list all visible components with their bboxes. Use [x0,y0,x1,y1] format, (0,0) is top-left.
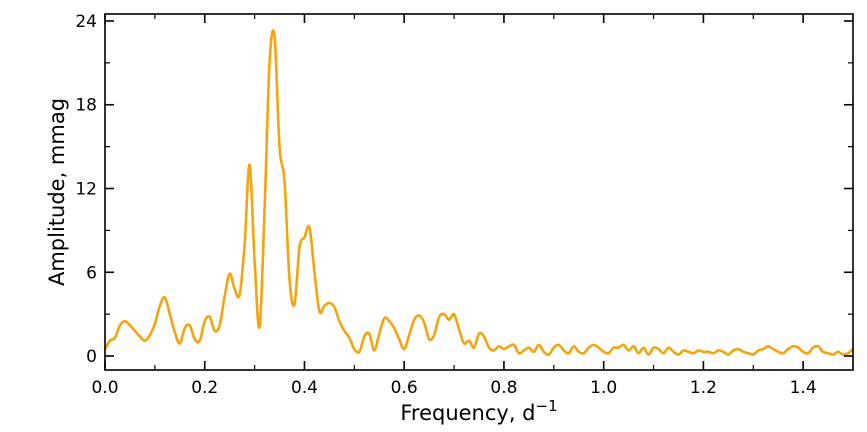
y-axis-label: Amplitude, mmag [45,98,69,286]
x-axis-label-text: Frequency, d [400,401,535,425]
plot-area [103,13,855,371]
y-tick-label: 12 [75,180,97,200]
y-tick-label: 18 [75,96,97,116]
x-tick-label: 1.2 [690,378,717,398]
y-tick-label: 24 [75,12,97,32]
y-axis-ticks: 0 6 12 18 24 [75,12,853,367]
y-tick-label: 0 [86,347,97,367]
x-tick-label: 0.0 [91,378,118,398]
x-axis-label: Frequency, d−1 [400,397,557,425]
x-tick-label: 0.2 [191,378,218,398]
x-tick-label: 0.8 [490,378,517,398]
x-tick-label: 1.0 [590,378,617,398]
x-tick-label: 0.6 [391,378,418,398]
x-tick-label: 1.4 [790,378,817,398]
x-axis-label-superscript: −1 [536,397,558,415]
y-tick-label: 6 [86,263,97,283]
amplitude-spectrum-line [103,29,855,357]
x-axis-ticks: 0.0 0.2 0.4 0.6 0.8 1.0 1.2 1.4 [91,14,854,398]
x-tick-label: 0.4 [291,378,318,398]
plot-frame [104,13,854,371]
